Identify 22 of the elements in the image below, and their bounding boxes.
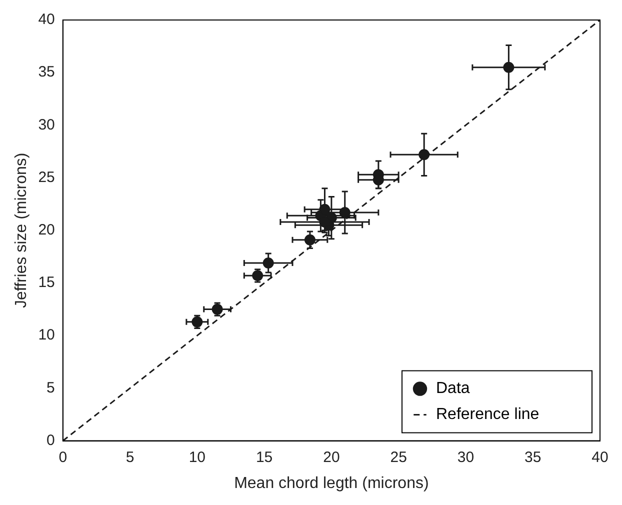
y-tick-label: 5	[46, 379, 55, 396]
y-tick-label: 40	[38, 11, 55, 28]
x-tick-label: 10	[188, 448, 206, 466]
y-tick-label: 35	[38, 64, 55, 81]
y-tick-label: 0	[46, 432, 55, 449]
x-tick-label: 20	[323, 448, 340, 466]
y-tick-label: 10	[38, 326, 55, 344]
x-tick-label: 5	[126, 448, 134, 466]
x-tick-label: 25	[390, 448, 407, 466]
x-axis-title: Mean chord legth (microns)	[234, 474, 429, 492]
x-tick-label: 15	[256, 448, 273, 466]
x-tick-label: 30	[457, 448, 474, 466]
legend-label: Data	[436, 380, 470, 398]
x-tick-label: 40	[592, 448, 608, 466]
y-tick-label: 30	[38, 116, 55, 134]
legend-label: Reference line	[436, 406, 540, 424]
x-tick-label: 35	[524, 448, 542, 466]
y-tick-label: 15	[38, 274, 55, 292]
y-axis-title: Jeffries size (microns)	[13, 152, 30, 308]
x-tick-label: 0	[58, 448, 68, 466]
y-tick-label: 20	[38, 222, 55, 239]
y-tick-label: 25	[38, 168, 55, 186]
